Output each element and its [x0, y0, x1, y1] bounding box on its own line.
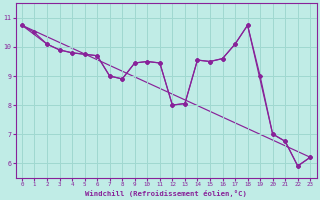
X-axis label: Windchill (Refroidissement éolien,°C): Windchill (Refroidissement éolien,°C)	[85, 190, 247, 197]
